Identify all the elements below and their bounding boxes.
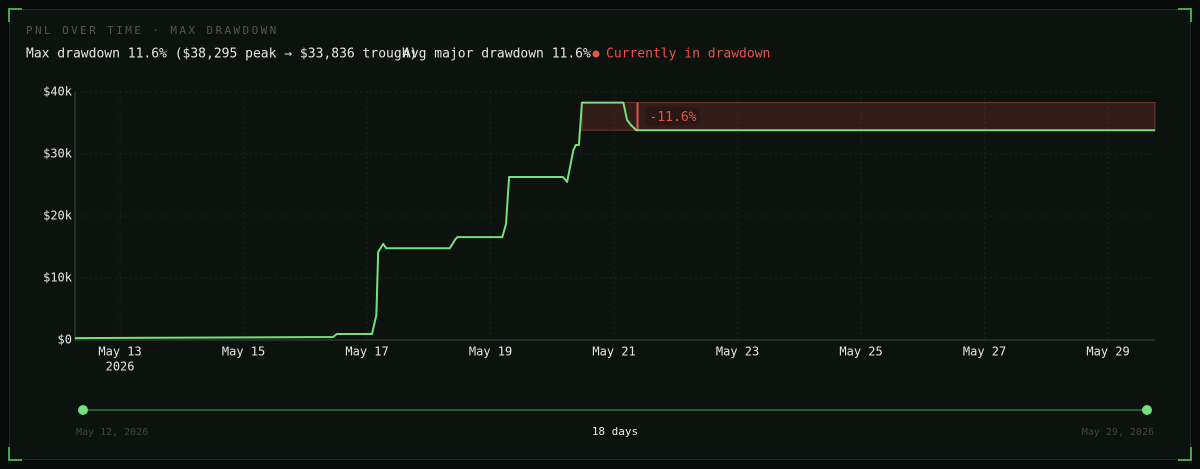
status: Currently in drawdown — [606, 47, 770, 62]
status-dot — [592, 50, 600, 58]
range-end: May 29, 2026 — [1082, 427, 1154, 438]
x-tick-label: May 23 — [716, 345, 759, 359]
frame — [9, 9, 1191, 460]
x-tick-label: May 27 — [963, 345, 1006, 359]
frame-corners — [8, 8, 1192, 461]
x-tick-label: May 29 — [1086, 345, 1129, 359]
drawdown-label: -11.6% — [650, 110, 697, 125]
avg-drawdown: Avg major drawdown 11.6% — [403, 47, 591, 62]
x-tick-label: May 17 — [345, 345, 388, 359]
x-tick-label: May 13 — [98, 345, 141, 359]
summary: Max drawdown 11.6% ($38,295 peak → $33,8… — [26, 47, 417, 62]
y-tick-label: $10k — [43, 271, 73, 285]
x-tick-label: May 19 — [469, 345, 512, 359]
x-tick-label: May 15 — [222, 345, 265, 359]
y-tick-label: $30k — [43, 147, 73, 161]
y-tick-label: $0 — [58, 333, 72, 347]
y-tick-label: $20k — [43, 209, 73, 223]
range-handle[interactable] — [78, 405, 88, 415]
panel-title: PNL OVER TIME · MAX DRAWDOWN — [26, 24, 279, 37]
pnl-line — [74, 101, 1155, 340]
x-tick-label: May 21 — [592, 345, 635, 359]
x-tick-sublabel: 2026 — [106, 360, 135, 374]
range-handle[interactable] — [1142, 405, 1152, 415]
range-start: May 12, 2026 — [76, 427, 148, 438]
drawdown-label-bg — [645, 107, 700, 126]
x-tick-label: May 25 — [839, 345, 882, 359]
y-tick-label: $40k — [43, 85, 73, 99]
range-span: 18 days — [592, 425, 638, 438]
